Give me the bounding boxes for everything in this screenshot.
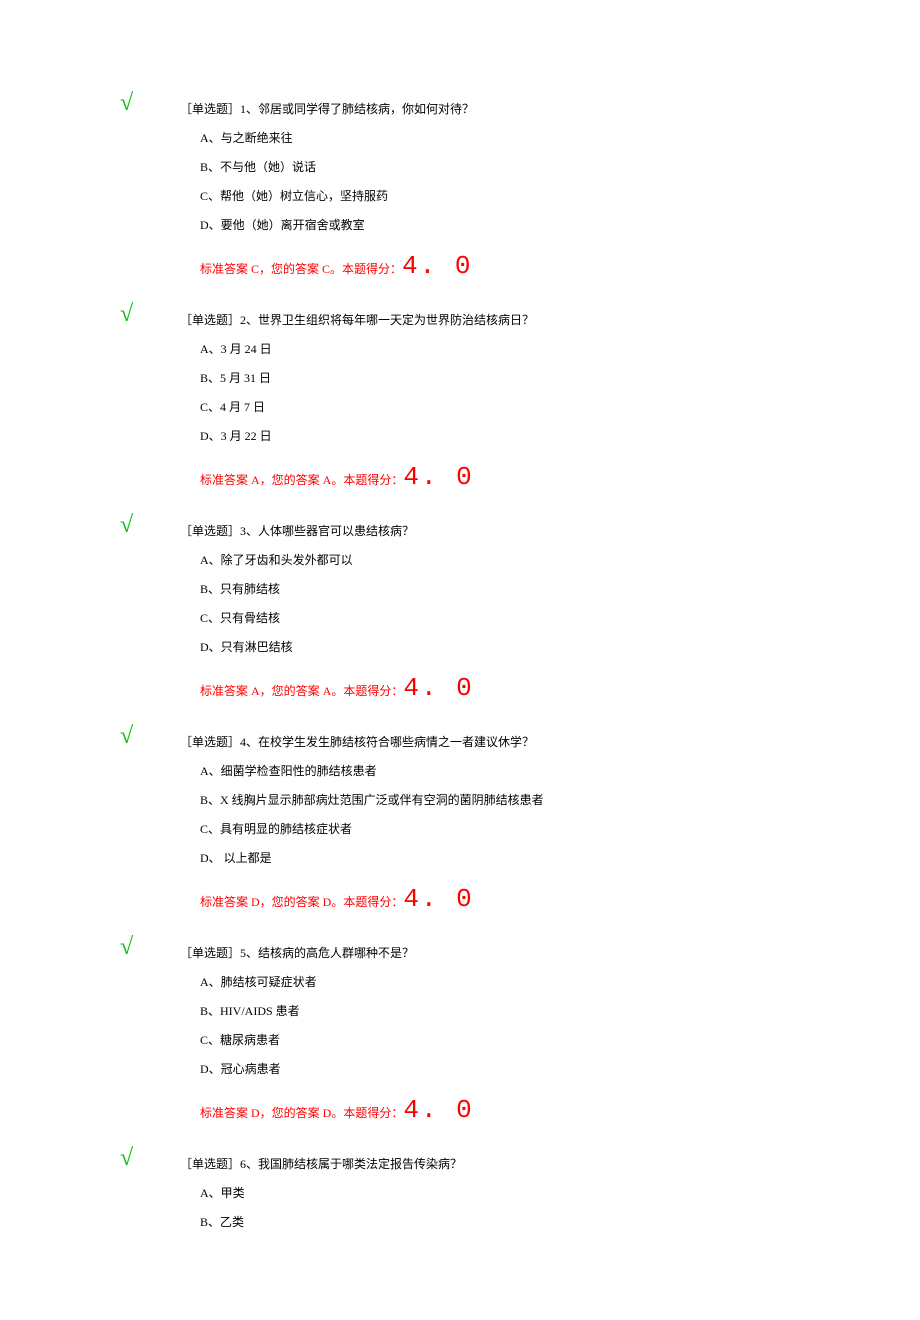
- question-block: √［单选题］2、世界卫生组织将每年哪一天定为世界防治结核病日？A、3 月 24 …: [150, 311, 770, 492]
- option-item: D、要他（她）离开宿舍或教室: [200, 216, 770, 233]
- option-item: A、甲类: [200, 1184, 770, 1201]
- option-item: C、只有骨结核: [200, 609, 770, 626]
- score-value: 4. 0: [402, 251, 472, 281]
- option-item: A、除了牙齿和头发外都可以: [200, 551, 770, 568]
- checkmark-icon: √: [120, 90, 133, 117]
- answer-line: 标准答案 D，您的答案 D。本题得分：4. 0: [200, 1095, 770, 1125]
- answer-prefix: 标准答案 A，您的答案 A。本题得分：: [200, 684, 403, 698]
- options-list: A、除了牙齿和头发外都可以 B、只有肺结核 C、只有骨结核 D、只有淋巴结核: [200, 551, 770, 655]
- answer-line: 标准答案 A，您的答案 A。本题得分：4. 0: [200, 673, 770, 703]
- score-value: 4. 0: [403, 673, 473, 703]
- question-title: ［单选题］6、我国肺结核属于哪类法定报告传染病？: [180, 1155, 770, 1172]
- option-item: D、只有淋巴结核: [200, 638, 770, 655]
- score-value: 4. 0: [403, 1095, 473, 1125]
- option-item: B、乙类: [200, 1213, 770, 1230]
- option-item: D、3 月 22 日: [200, 427, 770, 444]
- option-item: A、3 月 24 日: [200, 340, 770, 357]
- score-value: 4. 0: [403, 884, 473, 914]
- option-item: A、与之断绝来往: [200, 129, 770, 146]
- options-list: A、与之断绝来往 B、不与他（她）说话 C、帮他（她）树立信心，坚持服药 D、要他（她…: [200, 129, 770, 233]
- question-block: √［单选题］4、在校学生发生肺结核符合哪些病情之一者建议休学？A、细菌学检查阳性…: [150, 733, 770, 914]
- checkmark-icon: √: [120, 301, 133, 328]
- checkmark-icon: √: [120, 723, 133, 750]
- options-list: A、甲类 B、乙类: [200, 1184, 770, 1230]
- options-list: A、细菌学检查阳性的肺结核患者 B、X 线胸片显示肺部病灶范围广泛或伴有空洞的菌阴…: [200, 762, 770, 866]
- score-value: 4. 0: [403, 462, 473, 492]
- checkmark-icon: √: [120, 1145, 133, 1172]
- answer-line: 标准答案 D，您的答案 D。本题得分：4. 0: [200, 884, 770, 914]
- question-block: √［单选题］1、邻居或同学得了肺结核病，你如何对待？A、与之断绝来往B、不与他（…: [150, 100, 770, 281]
- question-block: √［单选题］3、人体哪些器官可以患结核病？A、除了牙齿和头发外都可以B、只有肺结…: [150, 522, 770, 703]
- answer-prefix: 标准答案 A，您的答案 A。本题得分：: [200, 473, 403, 487]
- question-block: √［单选题］6、我国肺结核属于哪类法定报告传染病？A、甲类B、乙类: [150, 1155, 770, 1230]
- question-title: ［单选题］2、世界卫生组织将每年哪一天定为世界防治结核病日？: [180, 311, 770, 328]
- option-item: B、X 线胸片显示肺部病灶范围广泛或伴有空洞的菌阴肺结核患者: [200, 791, 770, 808]
- option-item: D、 以上都是: [200, 849, 770, 866]
- option-item: C、具有明显的肺结核症状者: [200, 820, 770, 837]
- option-item: D、冠心病患者: [200, 1060, 770, 1077]
- answer-prefix: 标准答案 D，您的答案 D。本题得分：: [200, 1106, 403, 1120]
- option-item: A、肺结核可疑症状者: [200, 973, 770, 990]
- answer-prefix: 标准答案 D，您的答案 D。本题得分：: [200, 895, 403, 909]
- option-item: A、细菌学检查阳性的肺结核患者: [200, 762, 770, 779]
- option-item: B、HIV/AIDS 患者: [200, 1002, 770, 1019]
- option-item: C、帮他（她）树立信心，坚持服药: [200, 187, 770, 204]
- options-list: A、肺结核可疑症状者 B、HIV/AIDS 患者 C、糖尿病患者 D、冠心病患者: [200, 973, 770, 1077]
- question-title: ［单选题］1、邻居或同学得了肺结核病，你如何对待？: [180, 100, 770, 117]
- option-item: B、5 月 31 日: [200, 369, 770, 386]
- question-block: √［单选题］5、结核病的高危人群哪种不是？A、肺结核可疑症状者B、HIV/AID…: [150, 944, 770, 1125]
- question-title: ［单选题］3、人体哪些器官可以患结核病？: [180, 522, 770, 539]
- options-list: A、3 月 24 日 B、5 月 31 日 C、4 月 7 日 D、3 月 22 日: [200, 340, 770, 444]
- answer-line: 标准答案 C，您的答案 C。本题得分：4. 0: [200, 251, 770, 281]
- checkmark-icon: √: [120, 934, 133, 961]
- question-title: ［单选题］4、在校学生发生肺结核符合哪些病情之一者建议休学？: [180, 733, 770, 750]
- option-item: C、4 月 7 日: [200, 398, 770, 415]
- answer-prefix: 标准答案 C，您的答案 C。本题得分：: [200, 262, 402, 276]
- answer-line: 标准答案 A，您的答案 A。本题得分：4. 0: [200, 462, 770, 492]
- option-item: B、只有肺结核: [200, 580, 770, 597]
- checkmark-icon: √: [120, 512, 133, 539]
- option-item: C、糖尿病患者: [200, 1031, 770, 1048]
- question-title: ［单选题］5、结核病的高危人群哪种不是？: [180, 944, 770, 961]
- option-item: B、不与他（她）说话: [200, 158, 770, 175]
